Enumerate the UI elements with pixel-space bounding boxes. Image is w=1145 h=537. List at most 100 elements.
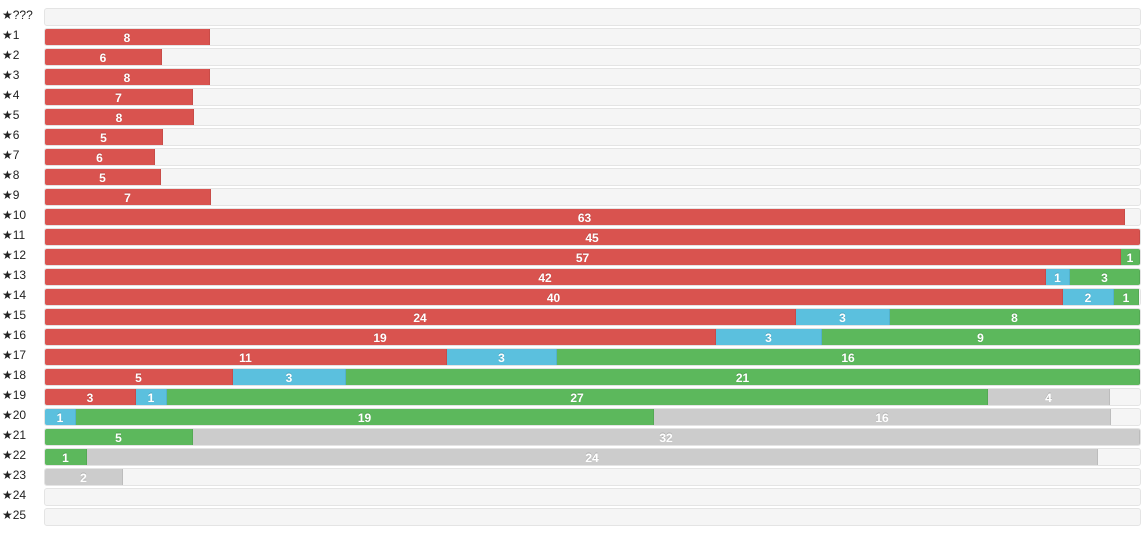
progress-track: 3 1 27 4 — [44, 388, 1141, 406]
bar-segment-red: 5 — [45, 129, 163, 145]
chart-row: ★1 8 — [0, 28, 1145, 48]
row-label: ★5 — [2, 108, 20, 122]
chart-row: ★17 11 3 16 — [0, 348, 1145, 368]
chart-row: ★4 7 — [0, 88, 1145, 108]
row-label: ★19 — [2, 388, 27, 402]
bar-segment-green: 8 — [890, 309, 1140, 325]
bar-segment-red: 3 — [45, 389, 136, 405]
row-label: ★12 — [2, 248, 27, 262]
chart-row: ★13 42 1 3 — [0, 268, 1145, 288]
row-label: ★15 — [2, 308, 27, 322]
bar-segment-red: 6 — [45, 149, 155, 165]
bar-segment-grey: 16 — [654, 409, 1111, 425]
progress-track: 7 — [44, 88, 1141, 106]
bar-segment-red: 57 — [45, 249, 1121, 265]
progress-track: 5 — [44, 128, 1141, 146]
bar-segment-blue: 3 — [233, 369, 346, 385]
chart-row: ★6 5 — [0, 128, 1145, 148]
row-label: ★8 — [2, 168, 20, 182]
row-label: ★13 — [2, 268, 27, 282]
progress-track: 7 — [44, 188, 1141, 206]
row-label: ★21 — [2, 428, 27, 442]
bar-segment-green: 1 — [45, 449, 87, 465]
row-label: ★9 — [2, 188, 20, 202]
bar-segment-grey: 2 — [45, 469, 123, 485]
chart-row: ★12 57 1 — [0, 248, 1145, 268]
progress-track: 24 3 8 — [44, 308, 1141, 326]
row-label: ★??? — [2, 8, 33, 22]
progress-track: 8 — [44, 108, 1141, 126]
chart-row: ★21 5 32 — [0, 428, 1145, 448]
bar-segment-red: 7 — [45, 89, 193, 105]
chart-row: ★3 8 — [0, 68, 1145, 88]
bar-segment-green: 27 — [167, 389, 988, 405]
row-label: ★25 — [2, 508, 27, 522]
chart-row: ★2 6 — [0, 48, 1145, 68]
bar-segment-green: 1 — [1114, 289, 1139, 305]
chart-row: ★24 — [0, 488, 1145, 508]
bar-segment-red: 40 — [45, 289, 1063, 305]
chart-row: ★14 40 2 1 — [0, 288, 1145, 308]
progress-track: 5 32 — [44, 428, 1141, 446]
chart-row: ★15 24 3 8 — [0, 308, 1145, 328]
chart-row: ★23 2 — [0, 468, 1145, 488]
chart-row: ★18 5 3 21 — [0, 368, 1145, 388]
progress-track: 1 19 16 — [44, 408, 1141, 426]
row-label: ★20 — [2, 408, 27, 422]
progress-track: 5 3 21 — [44, 368, 1141, 386]
bar-segment-green: 21 — [346, 369, 1140, 385]
bar-segment-green: 9 — [822, 329, 1140, 345]
row-label: ★1 — [2, 28, 20, 42]
chart-row: ★5 8 — [0, 108, 1145, 128]
progress-track: 6 — [44, 48, 1141, 66]
bar-segment-red: 24 — [45, 309, 796, 325]
progress-track: 5 — [44, 168, 1141, 186]
row-label: ★17 — [2, 348, 27, 362]
chart-row: ★7 6 — [0, 148, 1145, 168]
bar-segment-grey: 24 — [87, 449, 1098, 465]
bar-segment-green: 5 — [45, 429, 193, 445]
progress-track: 19 3 9 — [44, 328, 1141, 346]
bar-segment-green: 16 — [557, 349, 1140, 365]
bar-segment-blue: 1 — [136, 389, 167, 405]
progress-track: 6 — [44, 148, 1141, 166]
chart-row: ★??? — [0, 8, 1145, 28]
bar-segment-blue: 3 — [716, 329, 822, 345]
chart-row: ★8 5 — [0, 168, 1145, 188]
bar-segment-blue: 3 — [796, 309, 890, 325]
row-label: ★16 — [2, 328, 27, 342]
row-label: ★10 — [2, 208, 27, 222]
bar-segment-red: 11 — [45, 349, 447, 365]
progress-track: 42 1 3 — [44, 268, 1141, 286]
bar-segment-red: 6 — [45, 49, 162, 65]
progress-track: 2 — [44, 468, 1141, 486]
bar-segment-red: 8 — [45, 109, 194, 125]
chart-row: ★11 45 — [0, 228, 1145, 248]
bar-segment-grey: 32 — [193, 429, 1140, 445]
row-label: ★6 — [2, 128, 20, 142]
chart-row: ★9 7 — [0, 188, 1145, 208]
bar-segment-red: 7 — [45, 189, 211, 205]
bar-segment-green: 1 — [1121, 249, 1140, 265]
progress-track: 57 1 — [44, 248, 1141, 266]
bar-segment-green: 3 — [1070, 269, 1140, 285]
row-label: ★23 — [2, 468, 27, 482]
bar-segment-green: 19 — [76, 409, 654, 425]
progress-track: 8 — [44, 28, 1141, 46]
row-label: ★7 — [2, 148, 20, 162]
row-label: ★3 — [2, 68, 20, 82]
row-label: ★18 — [2, 368, 27, 382]
row-label: ★22 — [2, 448, 27, 462]
bar-segment-red: 8 — [45, 29, 210, 45]
row-label: ★24 — [2, 488, 27, 502]
bar-segment-red: 8 — [45, 69, 210, 85]
bar-segment-red: 5 — [45, 169, 161, 185]
bar-segment-blue: 1 — [45, 409, 76, 425]
chart-row: ★16 19 3 9 — [0, 328, 1145, 348]
chart-row: ★25 — [0, 508, 1145, 528]
row-label: ★2 — [2, 48, 20, 62]
bar-segment-red: 63 — [45, 209, 1125, 225]
bar-segment-blue: 2 — [1063, 289, 1114, 305]
bar-segment-blue: 1 — [1046, 269, 1070, 285]
